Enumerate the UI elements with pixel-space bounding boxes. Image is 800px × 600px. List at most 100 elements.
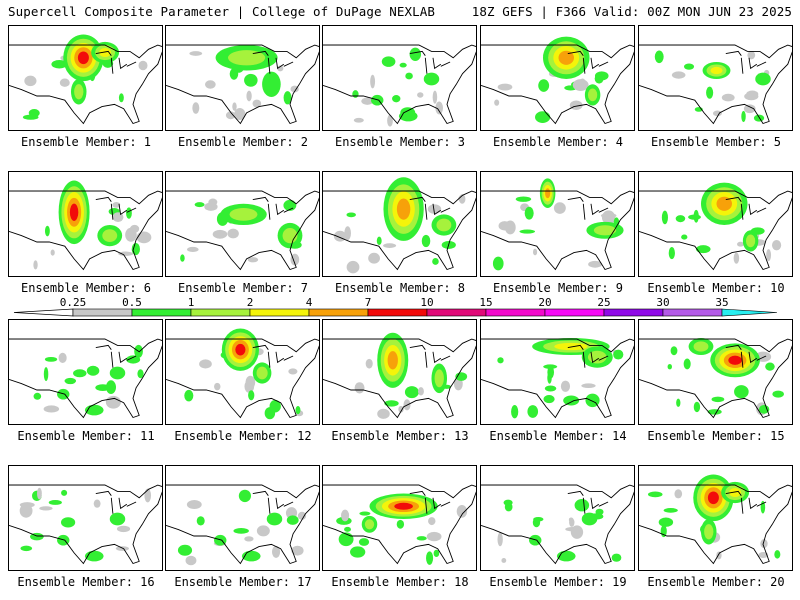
- map-panel-3: [322, 25, 477, 131]
- field-patch: [350, 546, 366, 558]
- field-patch: [733, 252, 740, 264]
- field-contour: [716, 196, 732, 211]
- great-lakes: [95, 344, 137, 368]
- field-contour: [693, 341, 709, 352]
- field-patch: [233, 527, 249, 534]
- field-patch: [50, 249, 55, 256]
- field-patch: [693, 401, 701, 413]
- field-patch: [387, 114, 393, 127]
- field-contour: [256, 366, 268, 380]
- field-patch: [59, 78, 70, 87]
- conus-map: [639, 338, 792, 419]
- field-patch: [721, 93, 735, 102]
- great-lakes: [409, 50, 451, 74]
- field-patch: [421, 234, 431, 248]
- great-lakes: [252, 50, 294, 74]
- field-patch: [432, 90, 438, 104]
- field-patch: [212, 229, 228, 239]
- field-patch: [352, 90, 359, 98]
- field-patch: [706, 86, 714, 99]
- field-patch: [456, 505, 468, 518]
- colorbar-tick-label: 4: [306, 296, 313, 309]
- field-patch: [668, 246, 675, 260]
- colorbar-tick-label: 0.5: [122, 296, 142, 309]
- map-panel-6: [8, 171, 163, 277]
- colorbar-segment: [72, 308, 133, 317]
- great-lakes: [725, 196, 767, 220]
- field-patch: [291, 545, 304, 556]
- field-patch: [663, 508, 678, 513]
- field-patch: [136, 231, 152, 244]
- figure-title: Supercell Composite Parameter | College …: [8, 4, 436, 19]
- member-label: Ensemble Member: 15: [647, 429, 785, 443]
- field-patch: [535, 111, 551, 124]
- field-patch: [560, 380, 571, 392]
- member-label: Ensemble Member: 8: [334, 281, 466, 295]
- coastline: [166, 190, 319, 271]
- field-contour: [228, 50, 266, 66]
- field-patch: [368, 252, 380, 264]
- map-panel-16: [8, 465, 163, 571]
- field-patch: [205, 80, 216, 89]
- field-patch: [503, 499, 513, 506]
- field-contour: [728, 355, 742, 365]
- field-contour: [558, 50, 574, 65]
- field-patch: [661, 210, 668, 225]
- conus-map: [481, 484, 634, 565]
- field-patch: [297, 511, 307, 520]
- field-patch: [43, 405, 60, 413]
- field-patch: [232, 102, 237, 111]
- map-panel-4: [480, 25, 635, 131]
- field-patch: [707, 409, 722, 415]
- field-patch: [568, 517, 574, 523]
- coastline: [323, 44, 476, 125]
- field-patch: [758, 552, 769, 558]
- great-lakes: [567, 50, 609, 74]
- field-contour: [434, 369, 444, 388]
- field-contour: [707, 491, 719, 505]
- field-patch: [766, 249, 772, 262]
- field-contour: [704, 524, 714, 540]
- field-patch: [359, 511, 371, 516]
- coastline: [639, 44, 792, 125]
- coastline: [166, 44, 319, 125]
- conus-map: [481, 178, 634, 271]
- field-patch: [544, 385, 557, 392]
- great-lakes: [567, 490, 609, 514]
- conus-map: [166, 44, 319, 125]
- field-patch: [256, 525, 270, 537]
- coastline: [481, 44, 634, 125]
- field-patch: [774, 550, 781, 559]
- field-patch: [118, 93, 124, 103]
- field-patch: [384, 400, 399, 407]
- conus-map: [166, 190, 319, 271]
- conus-map: [481, 36, 634, 125]
- field-patch: [553, 202, 566, 214]
- field-patch: [33, 392, 42, 400]
- field-patch: [712, 110, 722, 117]
- field-patch: [271, 545, 281, 558]
- field-patch: [758, 405, 770, 414]
- great-lakes: [252, 490, 294, 514]
- field-patch: [501, 557, 507, 563]
- field-contour: [102, 229, 118, 242]
- colorbar-segment: [308, 308, 369, 317]
- map-panel-8: [322, 171, 477, 277]
- map-panel-12: [165, 319, 320, 425]
- field-patch: [611, 553, 622, 562]
- colorbar-tick-label: 30: [656, 296, 669, 309]
- field-contour: [109, 512, 126, 526]
- field-patch: [247, 257, 259, 263]
- field-patch: [433, 549, 440, 558]
- field-patch: [671, 71, 686, 79]
- field-patch: [674, 489, 683, 499]
- colorbar-segment: [367, 308, 428, 317]
- field-patch: [214, 382, 221, 391]
- conus-map: [481, 338, 634, 419]
- field-patch: [105, 380, 117, 395]
- colorbar-tick-label: 25: [597, 296, 610, 309]
- field-patch: [199, 359, 212, 369]
- field-patch: [246, 90, 252, 102]
- field-patch: [658, 517, 674, 527]
- field-patch: [527, 405, 539, 418]
